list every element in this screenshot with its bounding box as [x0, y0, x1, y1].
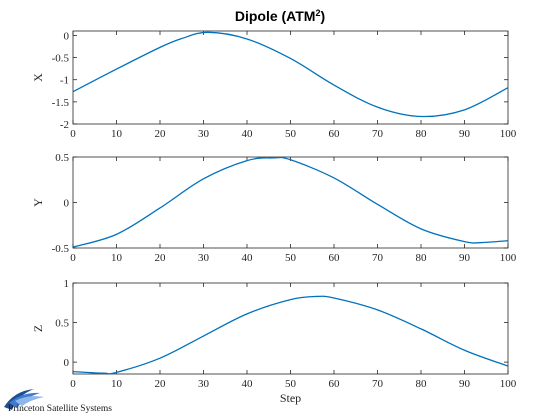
x-tick-label: 100 — [500, 378, 517, 390]
x-tick-label: 0 — [70, 128, 76, 140]
y-axis-label-y: Y — [31, 198, 45, 207]
x-tick-label: 30 — [198, 378, 210, 390]
x-tick-label: 90 — [459, 252, 471, 264]
x-tick-label: 80 — [416, 128, 428, 140]
y-tick-label: -2 — [60, 119, 69, 131]
plot-frame-x — [72, 30, 509, 125]
y-tick-label: -1 — [60, 75, 69, 87]
x-tick-label: 100 — [500, 252, 517, 264]
x-tick-label: 50 — [285, 252, 297, 264]
x-tick-label: 20 — [155, 128, 167, 140]
x-tick-label: 70 — [372, 252, 384, 264]
x-tick-label: 80 — [416, 252, 428, 264]
logo-text: Princeton Satellite Systems — [8, 404, 112, 414]
x-tick-label: 50 — [285, 378, 297, 390]
axes-x: 0 10 20 30 40 50 60 70 80 90 100 -2 -1.5 -1 -0.5 0 X — [31, 30, 517, 140]
y-tick-label: 0 — [64, 198, 70, 210]
y-tick-label: 1 — [64, 278, 70, 290]
x-tick-label: 80 — [416, 378, 428, 390]
x-tick-label: 30 — [198, 252, 210, 264]
x-tick-label: 70 — [372, 378, 384, 390]
y-axis-label-z: Z — [31, 325, 45, 332]
x-tick-label: 60 — [329, 378, 341, 390]
y-tick-label: -0.5 — [52, 53, 70, 65]
y-tick-label: 0.5 — [55, 152, 69, 164]
series-line-y — [72, 156, 509, 248]
figure-title: Dipole (ATM2) — [235, 8, 325, 24]
x-tick-label: 40 — [242, 252, 254, 264]
x-tick-label: 30 — [198, 128, 210, 140]
y-tick-label: -0.5 — [52, 243, 70, 255]
series-line-x — [72, 31, 509, 118]
x-tick-label: 10 — [111, 378, 123, 390]
x-tick-label: 50 — [285, 128, 297, 140]
x-tick-label: 10 — [111, 252, 123, 264]
plot-frame-y — [72, 156, 509, 249]
x-tick-label: 90 — [459, 378, 471, 390]
y-tick-label: 0 — [64, 357, 70, 369]
axes-z: 0 10 20 30 40 50 60 70 80 90 100 0 0.5 1 Z Step — [31, 278, 517, 405]
x-tick-label: 60 — [329, 252, 341, 264]
title-superscript: 2 — [315, 8, 320, 18]
plot-frame-z — [72, 282, 509, 375]
x-tick-label: 90 — [459, 128, 471, 140]
x-tick-label: 20 — [155, 252, 167, 264]
x-tick-label: 60 — [329, 128, 341, 140]
x-tick-label: 70 — [372, 128, 384, 140]
y-tick-label: -1.5 — [52, 97, 70, 109]
x-tick-label: 100 — [500, 128, 517, 140]
y-tick-label: 0 — [64, 30, 70, 42]
series-line-z — [72, 295, 509, 375]
title-main: Dipole (ATM — [235, 8, 316, 24]
logo-swoosh-dark — [4, 389, 34, 410]
title-end: ) — [320, 8, 325, 24]
y-axis-label-x: X — [31, 73, 45, 82]
x-tick-label: 0 — [70, 252, 76, 264]
axes-y: 0 10 20 30 40 50 60 70 80 90 100-0.500.5Y — [31, 152, 517, 264]
x-tick-label: 20 — [155, 378, 167, 390]
y-tick-label: 0.5 — [55, 318, 69, 330]
logo-swoosh-light — [15, 396, 44, 406]
company-logo: Princeton Satellite Systems — [4, 389, 112, 414]
x-tick-label: 10 — [111, 128, 123, 140]
x-tick-label: 40 — [242, 128, 254, 140]
x-axis-label: Step — [280, 391, 301, 405]
x-tick-label: 0 — [70, 378, 76, 390]
x-tick-label: 40 — [242, 378, 254, 390]
